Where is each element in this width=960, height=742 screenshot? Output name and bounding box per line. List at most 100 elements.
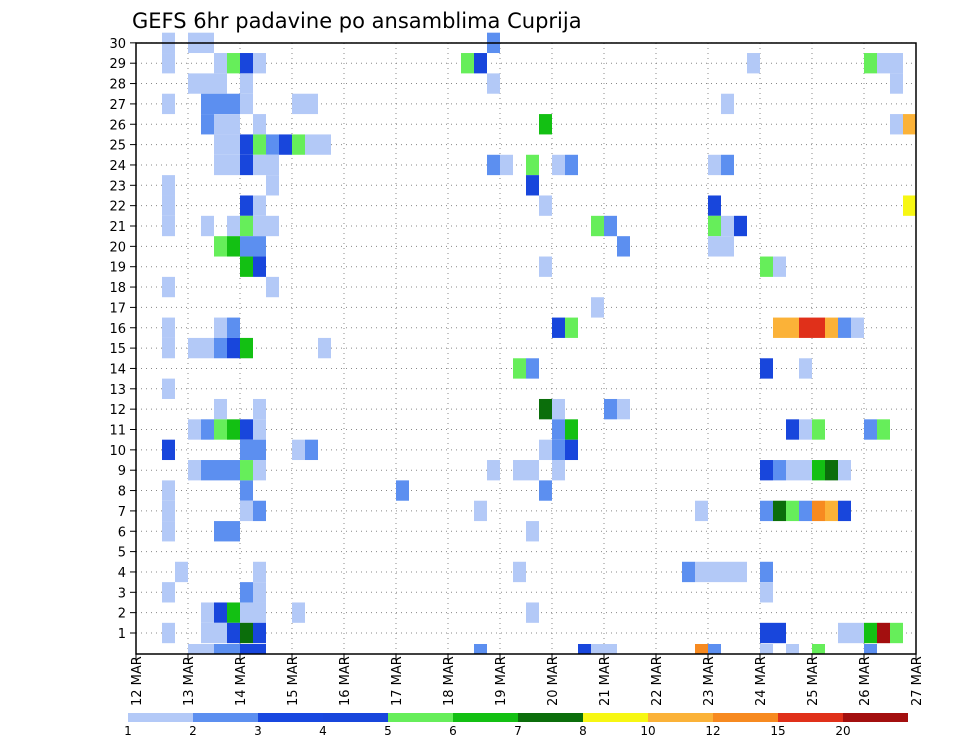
x-tick-label: 19 MAR xyxy=(494,656,509,706)
heatmap-cell xyxy=(292,134,305,155)
heatmap-cell xyxy=(487,460,500,481)
heatmap-cell xyxy=(487,73,500,94)
y-tick-label: 19 xyxy=(109,261,126,276)
heatmap-cell xyxy=(227,521,240,542)
y-tick-label: 17 xyxy=(109,301,126,316)
heatmap-cell xyxy=(214,644,227,654)
heatmap-cell xyxy=(305,134,318,155)
heatmap-cell xyxy=(201,93,214,115)
x-tick-label: 12 MAR xyxy=(130,656,145,706)
heatmap-cell xyxy=(253,114,266,135)
heatmap-cell xyxy=(565,154,578,176)
heatmap-cell xyxy=(695,500,708,522)
heatmap-cell xyxy=(240,195,253,216)
heatmap-cell xyxy=(799,460,812,481)
heatmap-cell xyxy=(227,317,240,338)
colorbar-label: 3 xyxy=(254,724,262,738)
heatmap-cell xyxy=(578,644,591,654)
heatmap-cell xyxy=(838,500,851,522)
heatmap-cell xyxy=(253,561,266,583)
heatmap-cell xyxy=(604,215,617,237)
heatmap-cell xyxy=(253,460,266,481)
heatmap-cell xyxy=(175,561,188,583)
y-tick-label: 27 xyxy=(109,98,126,113)
heatmap-cell xyxy=(552,439,565,461)
colorbar-segment xyxy=(778,713,843,722)
y-tick-label: 14 xyxy=(109,362,126,377)
y-tick-label: 26 xyxy=(109,118,126,133)
colorbar-segment xyxy=(583,713,648,722)
colorbar-label: 2 xyxy=(189,724,197,738)
heatmap-cell xyxy=(253,134,266,155)
heatmap-cell xyxy=(812,419,825,440)
heatmap-cell xyxy=(552,154,565,176)
heatmap-cell xyxy=(526,154,539,176)
colorbar-label: 7 xyxy=(514,724,522,738)
heatmap-cell xyxy=(188,73,201,94)
heatmap-cell xyxy=(890,53,903,74)
heatmap-cell xyxy=(227,419,240,440)
y-axis: 1234567891011121314151617181920212223242… xyxy=(109,37,136,642)
heatmap-cell xyxy=(201,602,214,623)
heatmap-cell xyxy=(500,154,513,176)
heatmap-cell xyxy=(552,317,565,338)
heatmap-cell xyxy=(162,195,175,216)
heatmap-cell xyxy=(773,500,786,522)
heatmap-cell xyxy=(201,460,214,481)
heatmap-cell xyxy=(591,644,604,654)
heatmap-cell xyxy=(786,500,799,522)
colorbar-segment xyxy=(323,713,388,722)
colorbar-label: 15 xyxy=(770,724,785,738)
heatmap-cell xyxy=(253,622,266,644)
heatmap-cell xyxy=(617,398,630,420)
y-tick-label: 18 xyxy=(109,281,126,296)
heatmap-cell xyxy=(539,480,552,501)
heatmap-cell xyxy=(188,460,201,481)
heatmap-cell xyxy=(227,602,240,623)
heatmap-cell xyxy=(487,154,500,176)
heatmap-cell xyxy=(903,114,916,135)
heatmap-cell xyxy=(799,358,812,379)
heatmap-cell xyxy=(240,500,253,522)
colorbar-label: 10 xyxy=(640,724,655,738)
y-tick-label: 5 xyxy=(118,546,126,561)
heatmap-cell xyxy=(292,439,305,461)
heatmap-cell xyxy=(474,53,487,74)
heatmap-cell xyxy=(773,460,786,481)
heatmap-cell xyxy=(305,93,318,115)
heatmap-cell xyxy=(253,215,266,237)
heatmap-cell xyxy=(461,53,474,74)
colorbar-segment xyxy=(193,713,258,722)
heatmap-cell xyxy=(214,460,227,481)
heatmap-cell xyxy=(201,644,214,654)
y-tick-label: 3 xyxy=(118,586,126,601)
heatmap-cell xyxy=(253,236,266,257)
heatmap-cell xyxy=(240,154,253,176)
y-tick-label: 22 xyxy=(109,200,126,215)
heatmap-cell xyxy=(253,256,266,277)
heatmap-cell xyxy=(864,644,877,654)
heatmap-cell xyxy=(214,154,227,176)
heatmap-cell xyxy=(201,337,214,359)
heatmap-cell xyxy=(214,53,227,74)
heatmap-cell xyxy=(604,398,617,420)
heatmap-cell xyxy=(799,500,812,522)
heatmap-cell xyxy=(526,358,539,379)
y-tick-label: 23 xyxy=(109,179,126,194)
heatmap-cell xyxy=(708,644,721,654)
heatmap-cell xyxy=(708,215,721,237)
colorbar-label: 5 xyxy=(384,724,392,738)
heatmap-cell xyxy=(773,317,786,338)
heatmap-cell xyxy=(240,215,253,237)
heatmap-cell xyxy=(253,500,266,522)
y-tick-label: 16 xyxy=(109,322,126,337)
colorbar-label: 1 xyxy=(124,724,132,738)
heatmap-cell xyxy=(877,53,890,74)
heatmap-cell xyxy=(214,134,227,155)
heatmap-cell xyxy=(201,419,214,440)
heatmap-cell xyxy=(214,419,227,440)
heatmap-cell xyxy=(565,439,578,461)
heatmap-cell xyxy=(188,419,201,440)
colorbar-segment xyxy=(843,713,908,722)
colorbar-segment xyxy=(518,713,583,722)
